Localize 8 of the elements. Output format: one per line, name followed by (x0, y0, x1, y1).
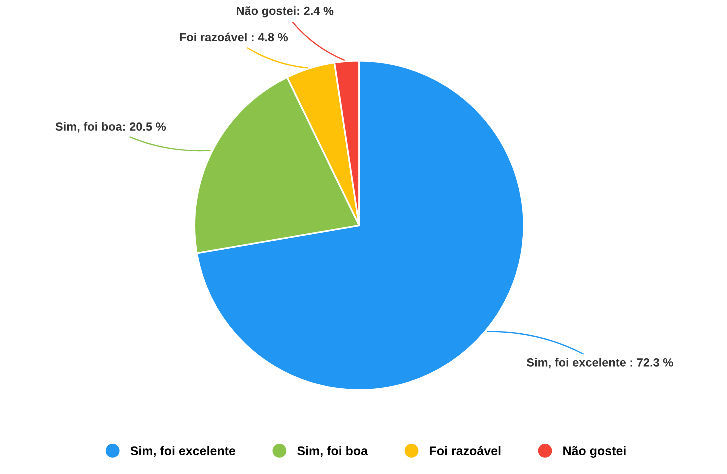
data-label: Sim, foi boa: 20.5 % (56, 122, 166, 133)
legend-label: Não gostei (564, 446, 626, 458)
legend-label: Sim, foi excelente (130, 446, 236, 458)
data-label: Foi razoável : 4.8 % (180, 32, 288, 42)
legend-label: Foi razoável (430, 446, 501, 456)
legend-label: Sim, foi boa (298, 446, 368, 458)
data-label: Não gostei: 2.4 % (237, 6, 334, 18)
data-label: Sim, foi excelente : 72.3 % (527, 358, 674, 369)
